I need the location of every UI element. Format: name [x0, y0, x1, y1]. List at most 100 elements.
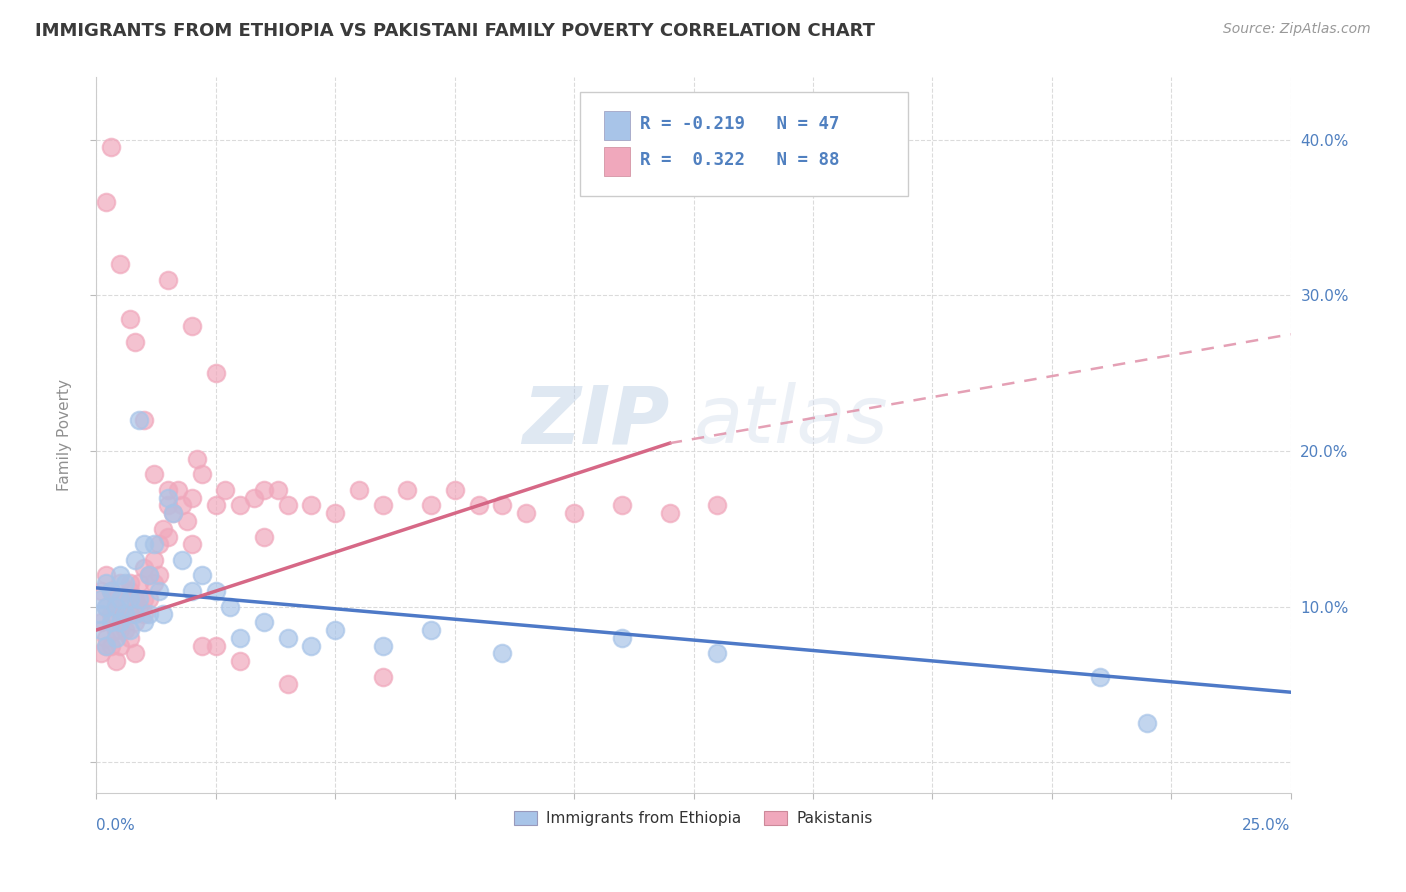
Point — [491, 499, 513, 513]
Point — [118, 311, 141, 326]
Point — [277, 499, 299, 513]
Point — [1088, 670, 1111, 684]
Point — [157, 273, 180, 287]
Point — [562, 506, 585, 520]
FancyBboxPatch shape — [581, 92, 908, 195]
Point — [157, 491, 180, 505]
Point — [94, 576, 117, 591]
Point — [299, 639, 322, 653]
Point — [110, 639, 132, 653]
Point — [253, 530, 276, 544]
Point — [128, 413, 150, 427]
Point — [610, 631, 633, 645]
Point — [114, 623, 136, 637]
Text: IMMIGRANTS FROM ETHIOPIA VS PAKISTANI FAMILY POVERTY CORRELATION CHART: IMMIGRANTS FROM ETHIOPIA VS PAKISTANI FA… — [35, 22, 875, 40]
Point — [157, 483, 180, 497]
Point — [148, 537, 170, 551]
Point — [110, 591, 132, 606]
Point — [138, 591, 160, 606]
Point — [104, 623, 127, 637]
Point — [229, 499, 252, 513]
Point — [90, 607, 112, 622]
FancyBboxPatch shape — [605, 112, 630, 140]
Point — [190, 467, 212, 482]
Point — [134, 615, 156, 629]
Point — [181, 491, 204, 505]
Point — [114, 607, 136, 622]
Text: R = -0.219   N = 47: R = -0.219 N = 47 — [640, 115, 839, 133]
Point — [347, 483, 370, 497]
Point — [100, 584, 122, 599]
Point — [110, 607, 132, 622]
Text: 25.0%: 25.0% — [1243, 819, 1291, 833]
Point — [323, 623, 346, 637]
Point — [114, 576, 136, 591]
Point — [205, 584, 228, 599]
Point — [157, 499, 180, 513]
Point — [110, 257, 132, 271]
Point — [166, 483, 188, 497]
Point — [90, 623, 112, 637]
Point — [176, 514, 198, 528]
Point — [134, 607, 156, 622]
Point — [229, 631, 252, 645]
Point — [124, 553, 146, 567]
Point — [94, 568, 117, 582]
Point — [90, 615, 112, 629]
Point — [706, 646, 728, 660]
Point — [100, 140, 122, 154]
Point — [323, 506, 346, 520]
Point — [100, 607, 122, 622]
Text: atlas: atlas — [693, 382, 889, 460]
Point — [491, 646, 513, 660]
Text: Source: ZipAtlas.com: Source: ZipAtlas.com — [1223, 22, 1371, 37]
Point — [118, 591, 141, 606]
Point — [172, 553, 194, 567]
Point — [94, 639, 117, 653]
Point — [104, 599, 127, 614]
Point — [118, 607, 141, 622]
Point — [157, 530, 180, 544]
Point — [134, 537, 156, 551]
Point — [219, 599, 242, 614]
Point — [124, 615, 146, 629]
Point — [100, 615, 122, 629]
Point — [124, 591, 146, 606]
Point — [205, 639, 228, 653]
Point — [371, 670, 394, 684]
Point — [94, 194, 117, 209]
Point — [610, 499, 633, 513]
Point — [181, 584, 204, 599]
Point — [114, 607, 136, 622]
Point — [205, 366, 228, 380]
Point — [371, 499, 394, 513]
Point — [110, 623, 132, 637]
Point — [243, 491, 266, 505]
Point — [443, 483, 465, 497]
Point — [190, 639, 212, 653]
Point — [94, 639, 117, 653]
Point — [134, 591, 156, 606]
Point — [162, 506, 184, 520]
Point — [118, 576, 141, 591]
Point — [134, 413, 156, 427]
Point — [190, 568, 212, 582]
Point — [181, 537, 204, 551]
Point — [100, 639, 122, 653]
Point — [124, 607, 146, 622]
Point — [395, 483, 418, 497]
Point — [128, 591, 150, 606]
FancyBboxPatch shape — [605, 147, 630, 176]
Point — [110, 615, 132, 629]
Point — [152, 522, 174, 536]
Point — [90, 591, 112, 606]
Point — [104, 591, 127, 606]
Text: R =  0.322   N = 88: R = 0.322 N = 88 — [640, 151, 839, 169]
Point — [114, 591, 136, 606]
Point — [277, 631, 299, 645]
Point — [515, 506, 537, 520]
Point — [142, 576, 165, 591]
Point — [94, 599, 117, 614]
Point — [253, 615, 276, 629]
Point — [706, 499, 728, 513]
